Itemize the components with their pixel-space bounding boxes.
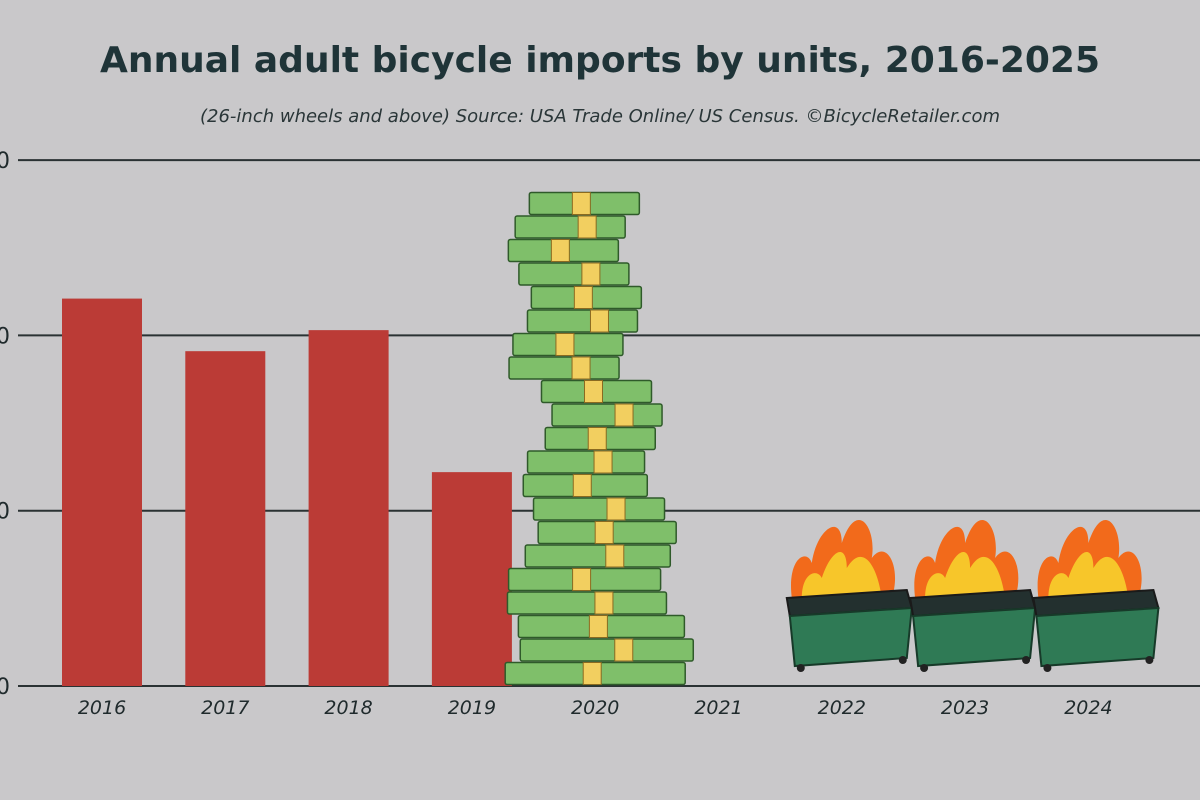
- dumpster-fire-icon: [1032, 520, 1160, 672]
- money-stack-icon: [504, 191, 695, 686]
- money-bundle: [519, 638, 695, 662]
- money-band: [572, 474, 592, 497]
- money-band: [571, 356, 591, 380]
- money-band: [614, 638, 634, 662]
- money-bundle: [526, 450, 646, 474]
- money-band: [573, 286, 593, 309]
- money-band: [577, 215, 597, 239]
- x-tick-label: 2024: [1064, 697, 1112, 719]
- money-bundle: [532, 497, 666, 521]
- x-tick-label: 2020: [571, 697, 619, 719]
- wheel: [920, 664, 929, 672]
- dumpster-fire-icon: [908, 520, 1037, 672]
- x-tick-label: 2021: [694, 697, 742, 719]
- wheel: [1022, 656, 1031, 664]
- money-band: [589, 309, 609, 333]
- money-bundle: [551, 403, 663, 427]
- chart-subtitle: (26-inch wheels and above) Source: USA T…: [199, 106, 1000, 127]
- money-band: [587, 427, 607, 450]
- flame-inner: [801, 551, 882, 598]
- bar-2018: [308, 330, 389, 686]
- wheel: [1145, 656, 1154, 664]
- wheel: [898, 656, 907, 664]
- money-bundle: [518, 262, 630, 286]
- money-band: [582, 662, 602, 685]
- flame-inner: [1048, 551, 1129, 598]
- money-band: [571, 192, 591, 215]
- money-band: [588, 615, 608, 638]
- y-tick-label: 0: [0, 675, 10, 700]
- x-tick-label: 2017: [201, 697, 249, 719]
- money-bundle: [524, 544, 672, 568]
- x-tick-label: 2018: [324, 697, 372, 719]
- x-tick-label: 2019: [448, 697, 496, 719]
- flame-inner: [925, 551, 1006, 598]
- money-band: [614, 403, 634, 427]
- money-band: [606, 497, 626, 521]
- dumpster-body: [912, 606, 1037, 668]
- x-tick-label: 2022: [818, 697, 866, 719]
- money-bundle: [526, 309, 639, 333]
- y-tick-label: 0: [0, 500, 10, 525]
- y-tick-label: 0: [0, 149, 10, 174]
- money-band: [581, 262, 601, 286]
- y-tick-label: 0: [0, 324, 10, 349]
- money-bundle: [508, 356, 620, 380]
- x-tick-label: 2016: [78, 697, 126, 719]
- money-band: [594, 591, 614, 615]
- bar-2016: [62, 298, 142, 686]
- money-band: [572, 568, 592, 591]
- money-bundle: [514, 215, 626, 239]
- money-band: [605, 544, 625, 568]
- x-tick-label: 2023: [941, 697, 989, 719]
- dumpster-fire-icon: [785, 520, 914, 672]
- wheel: [1043, 664, 1052, 672]
- dumpster-body: [1035, 606, 1160, 668]
- money-band: [583, 380, 603, 403]
- chart-title: Annual adult bicycle imports by units, 2…: [99, 40, 1101, 81]
- money-bundle: [506, 591, 668, 615]
- bar-2019: [431, 472, 512, 686]
- money-band: [594, 521, 614, 544]
- dumpster-body: [788, 606, 913, 668]
- money-band: [550, 239, 570, 262]
- money-band: [555, 333, 575, 356]
- wheel: [796, 664, 805, 672]
- money-band: [593, 450, 613, 474]
- bar-2017: [185, 351, 266, 686]
